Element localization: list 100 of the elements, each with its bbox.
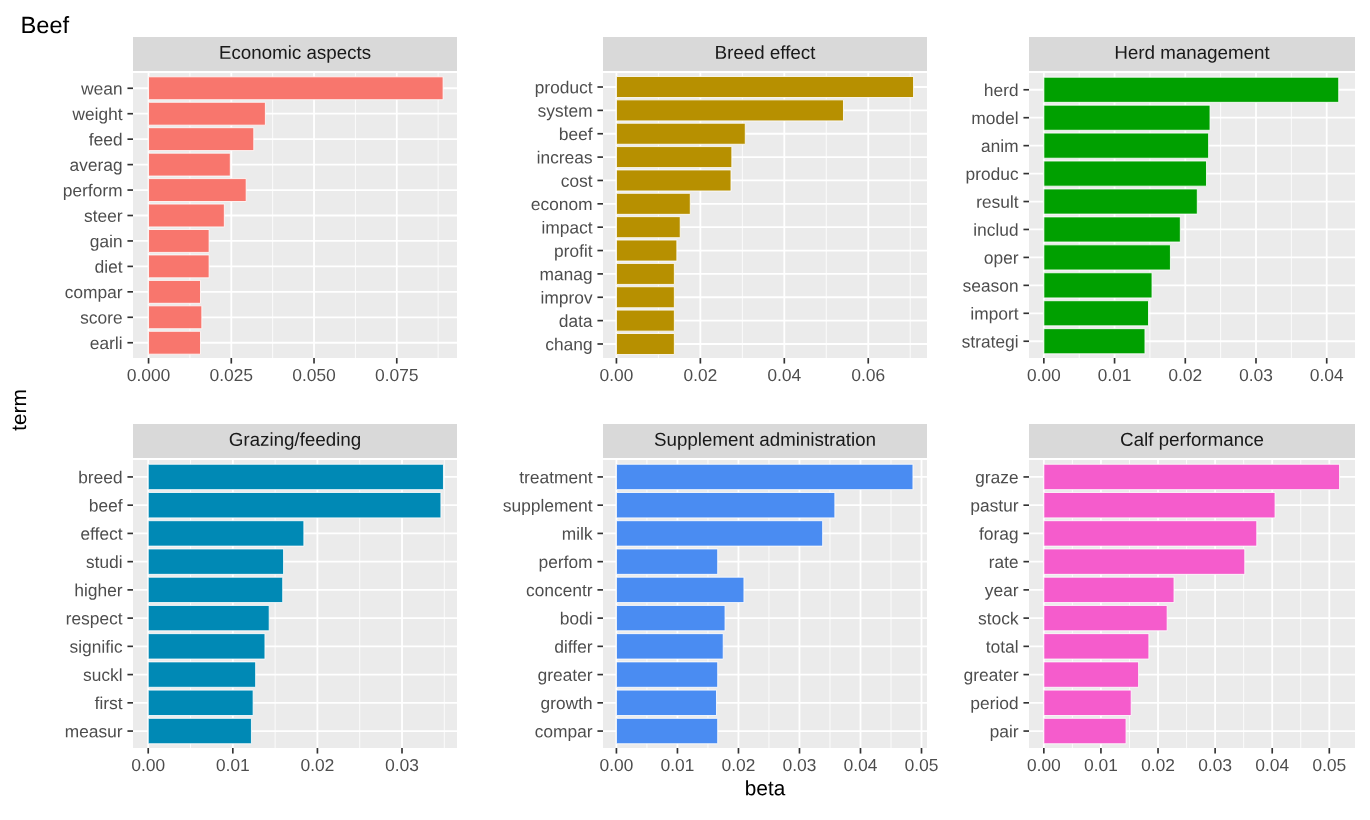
chart-title: Grazing/feeding [229, 432, 360, 450]
y-tick-label: milk [562, 527, 593, 540]
x-tick-label: 0.00 [1027, 758, 1061, 772]
x-tick-label: 0.01 [216, 758, 249, 772]
x-tick-label: 0.03 [1239, 368, 1273, 382]
y-tick-label: beef [89, 498, 123, 512]
y-tick-label: weight [72, 107, 123, 124]
y-tick-label: greater [538, 669, 593, 685]
y-tick-label: increas [537, 150, 592, 164]
y-tick-label: studi [86, 555, 122, 569]
y-tick-label: respect [66, 613, 123, 629]
x-tick-label: 0.000 [127, 368, 170, 382]
x-tick-label: 0.025 [210, 368, 253, 382]
y-tick-label: strategi [962, 334, 1018, 352]
chart-title: Breed effect [716, 45, 816, 60]
y-tick-label: stock [978, 611, 1019, 625]
y-tick-label: perform [63, 183, 122, 200]
x-tick-label: 0.04 [768, 368, 801, 382]
y-tick-label: model [972, 111, 1018, 125]
chart-title: Supplement administration [654, 432, 875, 450]
y-tick-label: anim [981, 139, 1018, 153]
x-tick-label: 0.00 [600, 368, 633, 382]
y-tick-label: period [971, 696, 1018, 713]
y-tick-label: pastur [971, 500, 1019, 516]
y-tick-label: chang [546, 337, 592, 354]
y-tick-label: profit [555, 244, 593, 261]
x-tick-label: 0.050 [292, 368, 336, 382]
y-tick-label: compar [65, 288, 123, 302]
x-tick-label: 0.02 [1141, 758, 1175, 772]
y-tick-label: suckl [83, 668, 122, 682]
x-tick-label: 0.03 [1198, 758, 1232, 772]
y-tick-label: steer [84, 210, 123, 222]
y-tick-label: concentr [526, 584, 593, 597]
y-tick-label: season [963, 282, 1018, 292]
x-tick-label: 0.01 [1098, 368, 1131, 382]
y-tick-label: treatment [519, 472, 593, 484]
y-tick-label: wean [81, 85, 122, 95]
y-tick-label: earli [90, 336, 122, 350]
y-tick-label: includ [974, 223, 1018, 236]
x-axis-title: beta [746, 780, 786, 796]
y-tick-label: gain [90, 234, 122, 251]
y-tick-label: greater [964, 669, 1019, 685]
y-tick-label: rate [989, 556, 1018, 569]
y-axis-title: term [12, 390, 27, 431]
y-tick-label: differ [555, 640, 593, 653]
x-tick-label: 0.02 [301, 758, 334, 772]
y-tick-label: higher [75, 583, 123, 600]
x-tick-label: 0.01 [1084, 758, 1117, 772]
y-tick-label: herd [985, 83, 1018, 97]
x-tick-label: 0.04 [1256, 758, 1289, 772]
x-tick-label: 0.04 [1310, 368, 1344, 382]
y-tick-label: first [94, 696, 123, 710]
x-tick-label: 0.04 [844, 758, 877, 772]
x-tick-label: 0.00 [132, 758, 165, 772]
y-tick-label: pair [990, 724, 1019, 741]
y-tick-label: produc [966, 167, 1019, 184]
chart-title: Economic aspects [220, 45, 371, 63]
y-tick-label: effect [81, 527, 123, 540]
x-tick-label: 0.06 [852, 368, 885, 382]
y-tick-label: beef [559, 127, 593, 141]
y-tick-label: growth [541, 696, 592, 713]
y-tick-label: improv [541, 290, 593, 308]
y-tick-label: signific [70, 640, 123, 657]
y-tick-label: cost [561, 175, 593, 187]
x-tick-label: 0.02 [684, 368, 717, 382]
y-tick-label: impact [542, 220, 593, 238]
y-tick-label: system [538, 105, 592, 121]
y-tick-label: total [986, 640, 1018, 653]
y-tick-label: result [977, 195, 1019, 208]
y-tick-label: diet [95, 260, 123, 273]
text: Beef [22, 16, 70, 34]
y-tick-label: import [971, 307, 1019, 324]
x-tick-label: 0.05 [905, 758, 938, 772]
y-tick-label: score [80, 314, 122, 324]
chart-title: Herd management [1115, 45, 1270, 63]
y-tick-label: manag [540, 270, 592, 284]
y-tick-label: supplement [503, 498, 593, 516]
x-tick-label: 0.02 [1169, 368, 1202, 382]
x-tick-label: 0.00 [1027, 368, 1061, 382]
y-tick-label: data [559, 314, 593, 328]
y-tick-label: measur [65, 728, 123, 738]
y-tick-label: graze [975, 473, 1018, 487]
y-tick-label: averag [70, 161, 122, 175]
y-tick-label: econom [531, 200, 592, 211]
y-tick-label: year [984, 586, 1019, 600]
y-tick-label: compar [535, 728, 593, 741]
y-tick-label: bodi [560, 611, 592, 625]
y-tick-label: forag [979, 527, 1018, 544]
y-tick-label: breed [79, 470, 122, 484]
y-tick-label: oper [984, 254, 1019, 268]
y-tick-label: perfom [539, 555, 592, 572]
chart-title: Calf performance [1121, 432, 1264, 450]
x-tick-label: 0.01 [661, 758, 694, 772]
x-tick-label: 0.075 [375, 368, 418, 382]
x-tick-label: 0.00 [600, 758, 633, 772]
y-tick-label: feed [89, 132, 122, 146]
x-tick-label: 0.02 [722, 758, 755, 772]
x-tick-label: 0.03 [385, 758, 419, 772]
x-tick-label: 0.05 [1313, 758, 1346, 772]
y-tick-label: product [535, 80, 593, 97]
